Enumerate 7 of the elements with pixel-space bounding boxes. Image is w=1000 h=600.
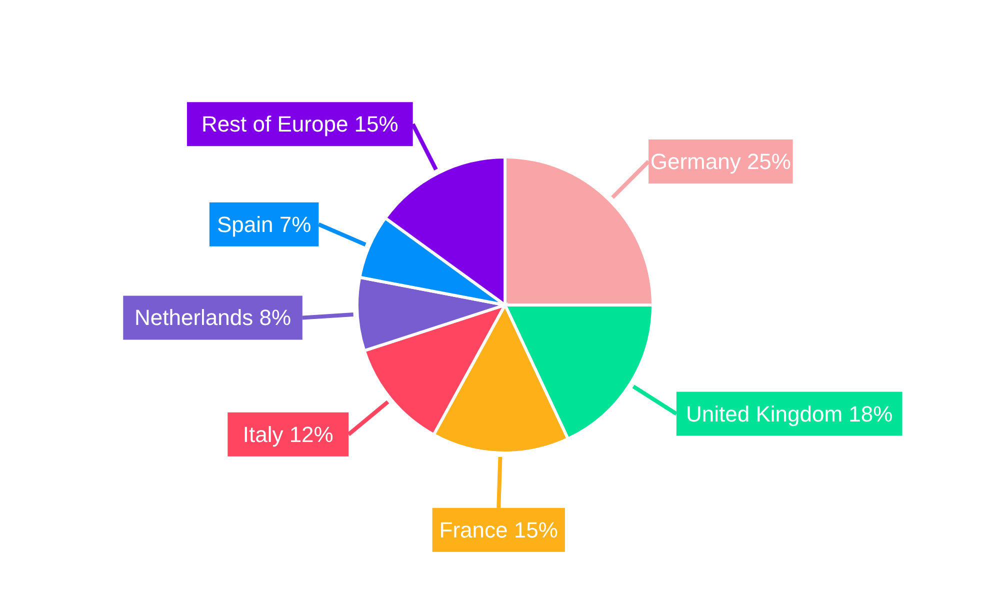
- slice-label: Italy 12%: [242, 422, 334, 447]
- slice-label: Germany 25%: [650, 148, 791, 174]
- slice-label: Netherlands 8%: [134, 305, 292, 330]
- slice-label: United Kingdom 18%: [686, 401, 893, 426]
- slice-label: France 15%: [439, 517, 558, 542]
- slice-label: Spain 7%: [216, 212, 312, 237]
- slice-label: Rest of Europe 15%: [201, 112, 398, 137]
